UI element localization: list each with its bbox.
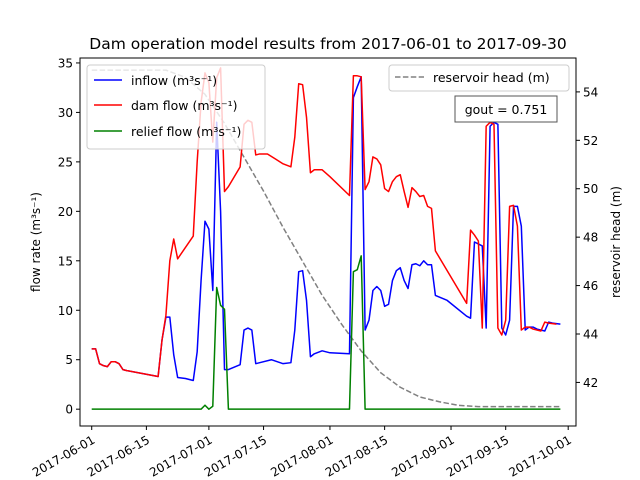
y2-tick-label: 42 — [583, 376, 598, 390]
y-tick-label: 25 — [58, 155, 73, 169]
legend-left-box — [86, 64, 266, 150]
y-tick-label: 10 — [58, 304, 73, 318]
annotation-frame — [454, 95, 558, 123]
y2-axis-label: reservoir head (m) — [609, 186, 623, 298]
legend-relief-flow-label: relief flow (m³s⁻¹) — [131, 124, 241, 139]
x-axis: 2017-06-012017-06-152017-07-012017-07-15… — [30, 426, 574, 480]
y-axis-right: 42 44 46 48 50 52 54 — [576, 85, 598, 390]
legend-inflow-label: inflow (m³s⁻¹) — [131, 73, 217, 88]
y2-tick-label: 46 — [583, 279, 598, 293]
plot-frame — [79, 57, 577, 427]
y-tick-label: 35 — [58, 56, 73, 70]
legend-reservoir-head-label: reservoir head (m) — [433, 70, 550, 85]
series-line-dam-flow — [91, 67, 557, 378]
x-tick-label: 2017-08-15 — [323, 433, 390, 480]
x-tick-label: 2017-06-15 — [85, 433, 152, 480]
annotation-box: gout = 0.751 — [454, 95, 558, 123]
y2-tick-label: 44 — [583, 328, 598, 342]
x-tick-label: 2017-10-01 — [506, 433, 573, 480]
x-tick-label: 2017-07-15 — [202, 433, 269, 480]
y-axis-label: flow rate (m³s⁻¹) — [29, 192, 43, 292]
annotation-text: gout = 0.751 — [465, 102, 548, 117]
series-line-relief-flow — [91, 255, 561, 410]
legend-right-box — [388, 64, 570, 92]
y2-tick-label: 54 — [583, 85, 598, 99]
y-tick-label: 30 — [58, 106, 73, 120]
y2-tick-label: 48 — [583, 231, 598, 245]
x-tick-label: 2017-09-15 — [444, 433, 511, 480]
y-tick-label: 15 — [58, 254, 73, 268]
legend-left: inflow (m³s⁻¹) dam flow (m³s⁻¹) relief f… — [86, 64, 266, 150]
y-tick-label: 5 — [65, 353, 73, 367]
y2-tick-label: 52 — [583, 134, 598, 148]
y2-tick-label: 50 — [583, 182, 598, 196]
y-axis-left: 0 5 10 15 20 25 30 35 — [58, 56, 80, 417]
y-tick-label: 0 — [65, 403, 73, 417]
chart-title: Dam operation model results from 2017-06… — [89, 35, 566, 53]
y-tick-label: 20 — [58, 205, 73, 219]
legend-dam-flow-label: dam flow (m³s⁻¹) — [131, 98, 238, 113]
legend-right: reservoir head (m) — [388, 64, 570, 92]
